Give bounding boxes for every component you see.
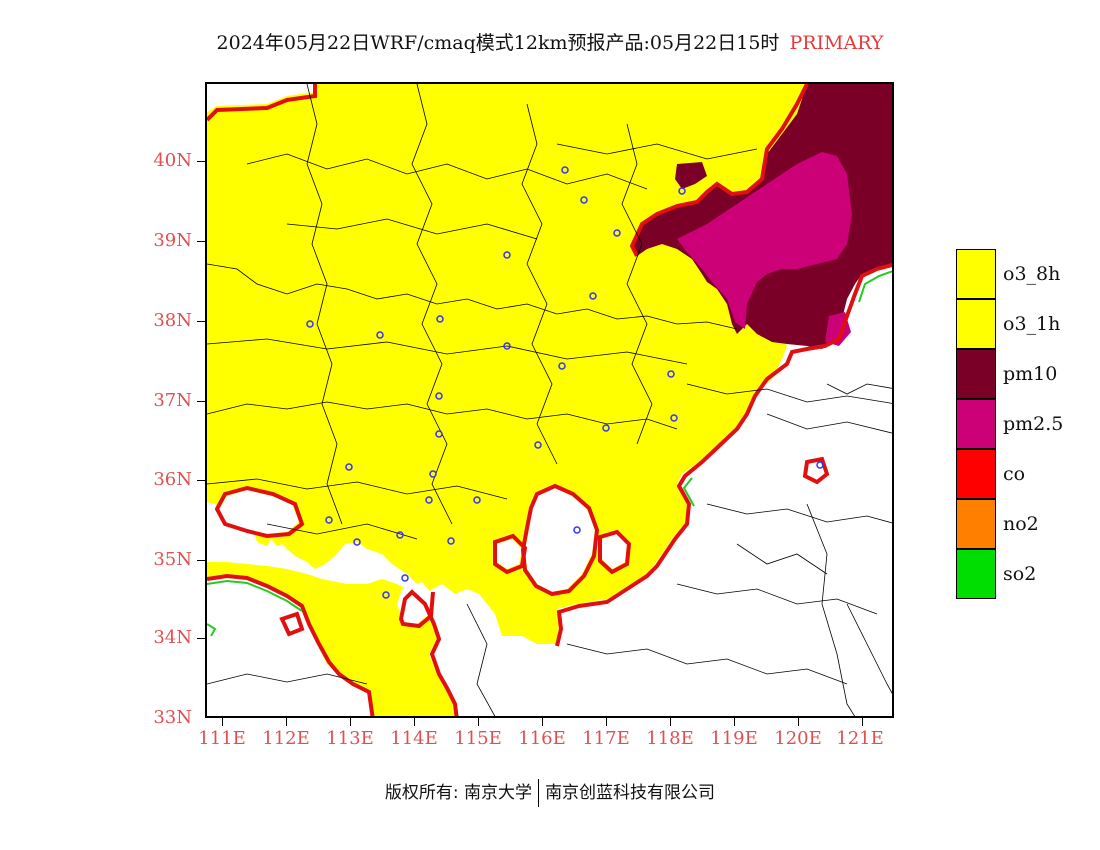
title-text: 2024年05月22日WRF/cmaq模式12km预报产品:05月22日15时 [216, 32, 780, 54]
co-boundaries [207, 84, 892, 716]
x-tick-label: 111E [198, 728, 246, 749]
x-tick-label: 113E [326, 728, 374, 749]
y-tick-label: 33N [153, 707, 192, 728]
legend-label: pm2.5 [1003, 413, 1064, 435]
legend-label: co [1003, 463, 1026, 485]
legend-swatch [956, 349, 996, 399]
x-tick [542, 718, 543, 726]
x-tick-label: 117E [582, 728, 630, 749]
x-tick [862, 718, 863, 726]
y-tick-label: 40N [153, 150, 192, 171]
x-tick [414, 718, 415, 726]
clean-pocket-4 [497, 539, 522, 569]
legend-label: o3_1h [1003, 313, 1061, 335]
x-tick [478, 718, 479, 726]
clean-pocket-3 [397, 582, 432, 624]
legend-swatch [956, 449, 996, 499]
x-tick-label: 120E [774, 728, 822, 749]
clean-pocket-2 [219, 490, 299, 534]
title-tag: PRIMARY [789, 32, 884, 54]
x-tick [798, 718, 799, 726]
y-tick [197, 480, 205, 481]
y-tick [197, 638, 205, 639]
x-tick [286, 718, 287, 726]
copyright-owner: 版权所有: 南京大学 [384, 783, 533, 803]
x-tick-label: 119E [710, 728, 758, 749]
x-tick [670, 718, 671, 726]
x-tick [606, 718, 607, 726]
x-tick-label: 121E [836, 728, 884, 749]
y-tick-label: 38N [153, 310, 192, 331]
footer-separator [538, 779, 540, 807]
y-tick-label: 35N [153, 549, 192, 570]
y-tick-label: 34N [153, 627, 192, 648]
admin-boundaries [207, 84, 892, 716]
pm10-spot [675, 162, 707, 189]
legend-swatch [956, 399, 996, 449]
y-tick [197, 161, 205, 162]
y-tick [197, 241, 205, 242]
x-tick [350, 718, 351, 726]
so2-boundaries [207, 270, 892, 637]
map-panel [205, 82, 894, 718]
y-tick [197, 401, 205, 402]
x-tick [734, 718, 735, 726]
legend-label: pm10 [1003, 363, 1058, 385]
legend-swatch [956, 299, 996, 349]
y-tick [197, 560, 205, 561]
y-tick [197, 321, 205, 322]
clean-pocket-5 [602, 534, 627, 569]
x-tick [222, 718, 223, 726]
x-tick-label: 114E [390, 728, 438, 749]
x-tick-label: 112E [262, 728, 310, 749]
x-tick-label: 116E [518, 728, 566, 749]
y-tick-label: 39N [153, 230, 192, 251]
x-tick-label: 118E [646, 728, 694, 749]
copyright-company: 南京创蓝科技有限公司 [545, 783, 716, 803]
y-tick-label: 37N [153, 390, 192, 411]
y-tick-label: 36N [153, 469, 192, 490]
legend-label: no2 [1003, 513, 1039, 535]
legend-swatch [956, 549, 996, 599]
pm25-region [677, 152, 852, 329]
legend-label: o3_8h [1003, 263, 1061, 285]
x-tick-label: 115E [454, 728, 502, 749]
legend-swatch [956, 249, 996, 299]
o3-region-south [207, 562, 457, 716]
map-title: 2024年05月22日WRF/cmaq模式12km预报产品:05月22日15时 P… [0, 28, 1100, 55]
map-canvas [207, 84, 892, 716]
clean-pocket-1 [525, 488, 595, 592]
legend-label: so2 [1003, 563, 1037, 585]
copyright-footer: 版权所有: 南京大学 南京创蓝科技有限公司 [0, 778, 1100, 807]
clean-region-south [207, 579, 367, 716]
legend-swatch [956, 499, 996, 549]
city-markers [306, 166, 824, 599]
